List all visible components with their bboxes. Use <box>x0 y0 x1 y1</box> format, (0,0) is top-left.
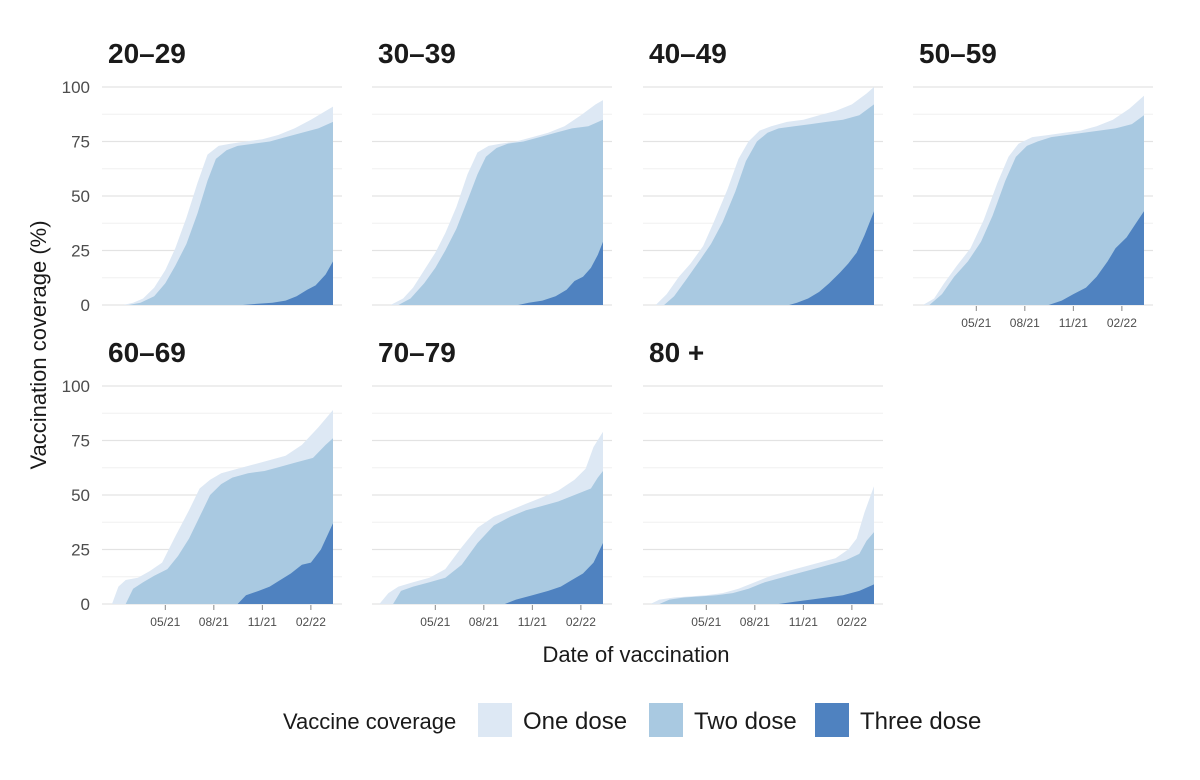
y-tick-label: 25 <box>71 242 90 261</box>
area-two-dose <box>659 532 874 604</box>
area-two-dose <box>929 115 1144 305</box>
x-tick-label: 02/22 <box>837 615 867 629</box>
legend-title: Vaccine coverage <box>283 709 456 734</box>
legend-label-one-dose: One dose <box>523 708 627 735</box>
y-tick-label: 25 <box>71 541 90 560</box>
panels-layer: 20–29 0 25 50 75 100 30–39 40–49 50–59 05/21 08/21… <box>62 38 1153 629</box>
y-tick-label: 0 <box>81 296 90 315</box>
y-tick-label: 0 <box>81 595 90 614</box>
facet-panel: 50–59 05/21 08/21 11/21 02/22 <box>913 38 1153 330</box>
facet-panel: 20–29 0 25 50 75 100 <box>62 38 342 315</box>
x-tick-label: 02/22 <box>566 615 596 629</box>
legend-swatch-two-dose <box>649 703 683 737</box>
area-three-dose <box>789 211 874 305</box>
x-tick-label: 05/21 <box>961 316 991 330</box>
y-tick-label: 75 <box>71 432 90 451</box>
y-tick-label: 100 <box>62 377 90 396</box>
y-tick-label: 50 <box>71 187 90 206</box>
panel-title: 80 + <box>649 337 704 368</box>
x-tick-label: 08/21 <box>469 615 499 629</box>
panel-title: 40–49 <box>649 38 727 69</box>
legend-swatch-one-dose <box>478 703 512 737</box>
legend-label-three-dose: Three dose <box>860 708 981 735</box>
area-two-dose <box>128 121 333 306</box>
facet-panel: 60–69 0 25 50 75 100 05/21 08/21 11/21 02/22 <box>62 337 342 629</box>
x-tick-label: 02/22 <box>1107 316 1137 330</box>
x-tick-label: 11/21 <box>248 615 277 629</box>
x-tick-label: 05/21 <box>150 615 180 629</box>
panel-title: 30–39 <box>378 38 456 69</box>
area-two-dose <box>393 471 603 604</box>
x-axis-title: Date of vaccination <box>542 642 729 667</box>
x-tick-label: 05/21 <box>691 615 721 629</box>
x-tick-label: 05/21 <box>420 615 450 629</box>
x-tick-label: 11/21 <box>789 615 818 629</box>
panel-title: 50–59 <box>919 38 997 69</box>
y-axis-title: Vaccination coverage (%) <box>26 220 51 469</box>
facet-panel: 80 + 05/21 08/21 11/21 02/22 <box>643 337 883 629</box>
area-three-dose <box>518 241 603 305</box>
legend: Vaccine coverage One dose Two dose Three… <box>283 703 981 737</box>
x-tick-label: 02/22 <box>296 615 326 629</box>
facet-panel: 30–39 <box>372 38 612 306</box>
x-tick-label: 11/21 <box>1059 316 1088 330</box>
x-tick-label: 11/21 <box>518 615 547 629</box>
area-three-dose <box>242 261 333 305</box>
y-tick-label: 50 <box>71 486 90 505</box>
facet-panel: 70–79 05/21 08/21 11/21 02/22 <box>372 337 612 629</box>
panel-title: 60–69 <box>108 337 186 368</box>
legend-swatch-three-dose <box>815 703 849 737</box>
area-three-dose <box>504 543 603 604</box>
area-two-dose <box>398 119 603 305</box>
area-three-dose <box>237 523 333 604</box>
facet-panel: 40–49 <box>643 38 883 306</box>
area-two-dose <box>664 104 874 306</box>
legend-label-two-dose: Two dose <box>694 708 797 735</box>
x-tick-label: 08/21 <box>1010 316 1040 330</box>
panel-title: 20–29 <box>108 38 186 69</box>
area-three-dose <box>778 584 874 604</box>
area-two-dose <box>125 438 333 604</box>
panel-title: 70–79 <box>378 337 456 368</box>
area-three-dose <box>1048 211 1144 305</box>
y-tick-label: 75 <box>71 133 90 152</box>
x-tick-label: 08/21 <box>199 615 229 629</box>
x-tick-label: 08/21 <box>740 615 770 629</box>
y-tick-label: 100 <box>62 78 90 97</box>
